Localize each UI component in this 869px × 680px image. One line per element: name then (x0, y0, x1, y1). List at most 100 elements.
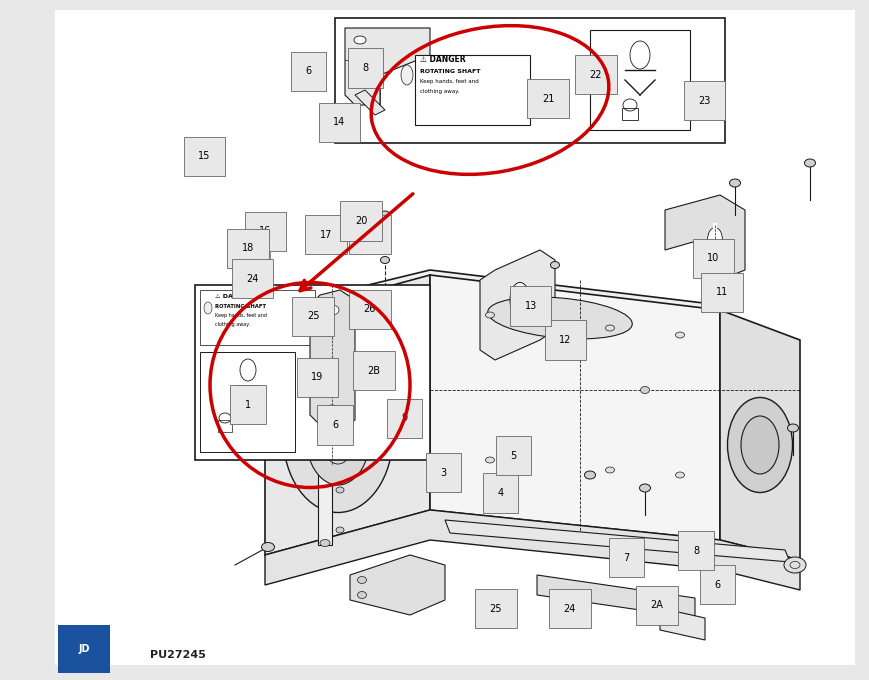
Ellipse shape (726, 398, 792, 492)
Polygon shape (660, 608, 704, 640)
FancyBboxPatch shape (335, 18, 724, 143)
Text: 24: 24 (246, 274, 258, 284)
Polygon shape (429, 275, 720, 540)
Polygon shape (444, 520, 789, 562)
Ellipse shape (605, 467, 614, 473)
Polygon shape (720, 310, 799, 560)
Polygon shape (355, 90, 385, 115)
Ellipse shape (605, 325, 614, 331)
Text: 15: 15 (198, 152, 210, 161)
Ellipse shape (804, 159, 814, 167)
Ellipse shape (640, 386, 649, 394)
Polygon shape (265, 275, 429, 555)
Text: 9: 9 (401, 413, 408, 423)
Text: ROTATING SHAFT: ROTATING SHAFT (215, 304, 266, 309)
Ellipse shape (419, 341, 430, 349)
Polygon shape (536, 575, 694, 618)
Ellipse shape (380, 256, 389, 263)
Text: 8: 8 (362, 63, 368, 73)
Text: 17: 17 (363, 230, 375, 239)
Text: 20: 20 (355, 216, 367, 226)
Ellipse shape (786, 424, 798, 432)
Text: 25: 25 (307, 311, 319, 321)
Polygon shape (480, 250, 554, 360)
Text: 14: 14 (333, 118, 345, 127)
Text: 8: 8 (692, 546, 699, 556)
Text: clothing away.: clothing away. (420, 89, 459, 94)
Ellipse shape (357, 577, 366, 583)
Ellipse shape (488, 297, 632, 339)
Text: 1: 1 (244, 400, 251, 409)
Polygon shape (265, 270, 720, 345)
Ellipse shape (485, 457, 494, 463)
Polygon shape (265, 510, 799, 590)
FancyBboxPatch shape (589, 30, 689, 130)
Text: ⚠ DANGER: ⚠ DANGER (420, 55, 465, 64)
Ellipse shape (354, 36, 366, 44)
Polygon shape (664, 195, 744, 280)
Ellipse shape (369, 341, 380, 349)
Ellipse shape (380, 211, 389, 219)
Text: 21: 21 (541, 94, 554, 103)
FancyBboxPatch shape (318, 380, 332, 545)
Text: 10: 10 (706, 254, 719, 263)
Text: clothing away.: clothing away. (215, 322, 249, 327)
Ellipse shape (357, 592, 366, 598)
Text: 17: 17 (320, 230, 332, 239)
FancyBboxPatch shape (200, 352, 295, 452)
Polygon shape (242, 235, 269, 265)
Ellipse shape (550, 262, 559, 269)
Text: 16: 16 (259, 226, 271, 236)
Ellipse shape (639, 484, 650, 492)
Text: 11: 11 (715, 288, 727, 297)
Ellipse shape (320, 379, 329, 386)
Ellipse shape (320, 539, 329, 547)
Ellipse shape (740, 416, 778, 474)
Polygon shape (309, 290, 355, 430)
Ellipse shape (262, 543, 275, 551)
FancyBboxPatch shape (200, 290, 315, 345)
Text: 4: 4 (496, 488, 503, 498)
Text: 18: 18 (242, 243, 254, 253)
Text: PU27245: PU27245 (149, 650, 206, 660)
Text: ROTATING SHAFT: ROTATING SHAFT (420, 69, 480, 74)
Ellipse shape (674, 472, 684, 478)
Text: 3: 3 (440, 468, 447, 477)
Ellipse shape (335, 487, 343, 493)
Text: 19: 19 (311, 373, 323, 382)
Ellipse shape (570, 326, 579, 333)
Ellipse shape (325, 405, 339, 415)
Text: 24: 24 (563, 604, 575, 613)
Text: 2A: 2A (650, 600, 662, 610)
Text: JD: JD (78, 644, 90, 654)
Ellipse shape (380, 226, 389, 234)
Ellipse shape (706, 228, 721, 252)
Ellipse shape (509, 282, 529, 318)
Ellipse shape (305, 385, 370, 485)
Polygon shape (349, 555, 444, 615)
Ellipse shape (409, 326, 420, 334)
Ellipse shape (783, 557, 805, 573)
Text: 6: 6 (305, 67, 312, 76)
FancyBboxPatch shape (415, 55, 529, 125)
Ellipse shape (729, 179, 740, 187)
Ellipse shape (674, 332, 684, 338)
Text: 6: 6 (331, 420, 338, 430)
FancyBboxPatch shape (195, 285, 429, 460)
Ellipse shape (584, 471, 594, 479)
Text: 23: 23 (698, 96, 710, 105)
Ellipse shape (282, 358, 393, 513)
Ellipse shape (401, 65, 413, 85)
Ellipse shape (354, 76, 366, 84)
Text: 7: 7 (622, 553, 629, 562)
Text: 12: 12 (559, 335, 571, 345)
Text: 22: 22 (589, 70, 601, 80)
Text: Keep hands, feet and: Keep hands, feet and (420, 79, 478, 84)
Ellipse shape (485, 312, 494, 318)
Text: 5: 5 (509, 451, 516, 460)
Polygon shape (345, 28, 429, 105)
FancyBboxPatch shape (58, 625, 109, 673)
Ellipse shape (535, 317, 544, 323)
Ellipse shape (203, 302, 212, 314)
Text: 2B: 2B (368, 366, 380, 375)
